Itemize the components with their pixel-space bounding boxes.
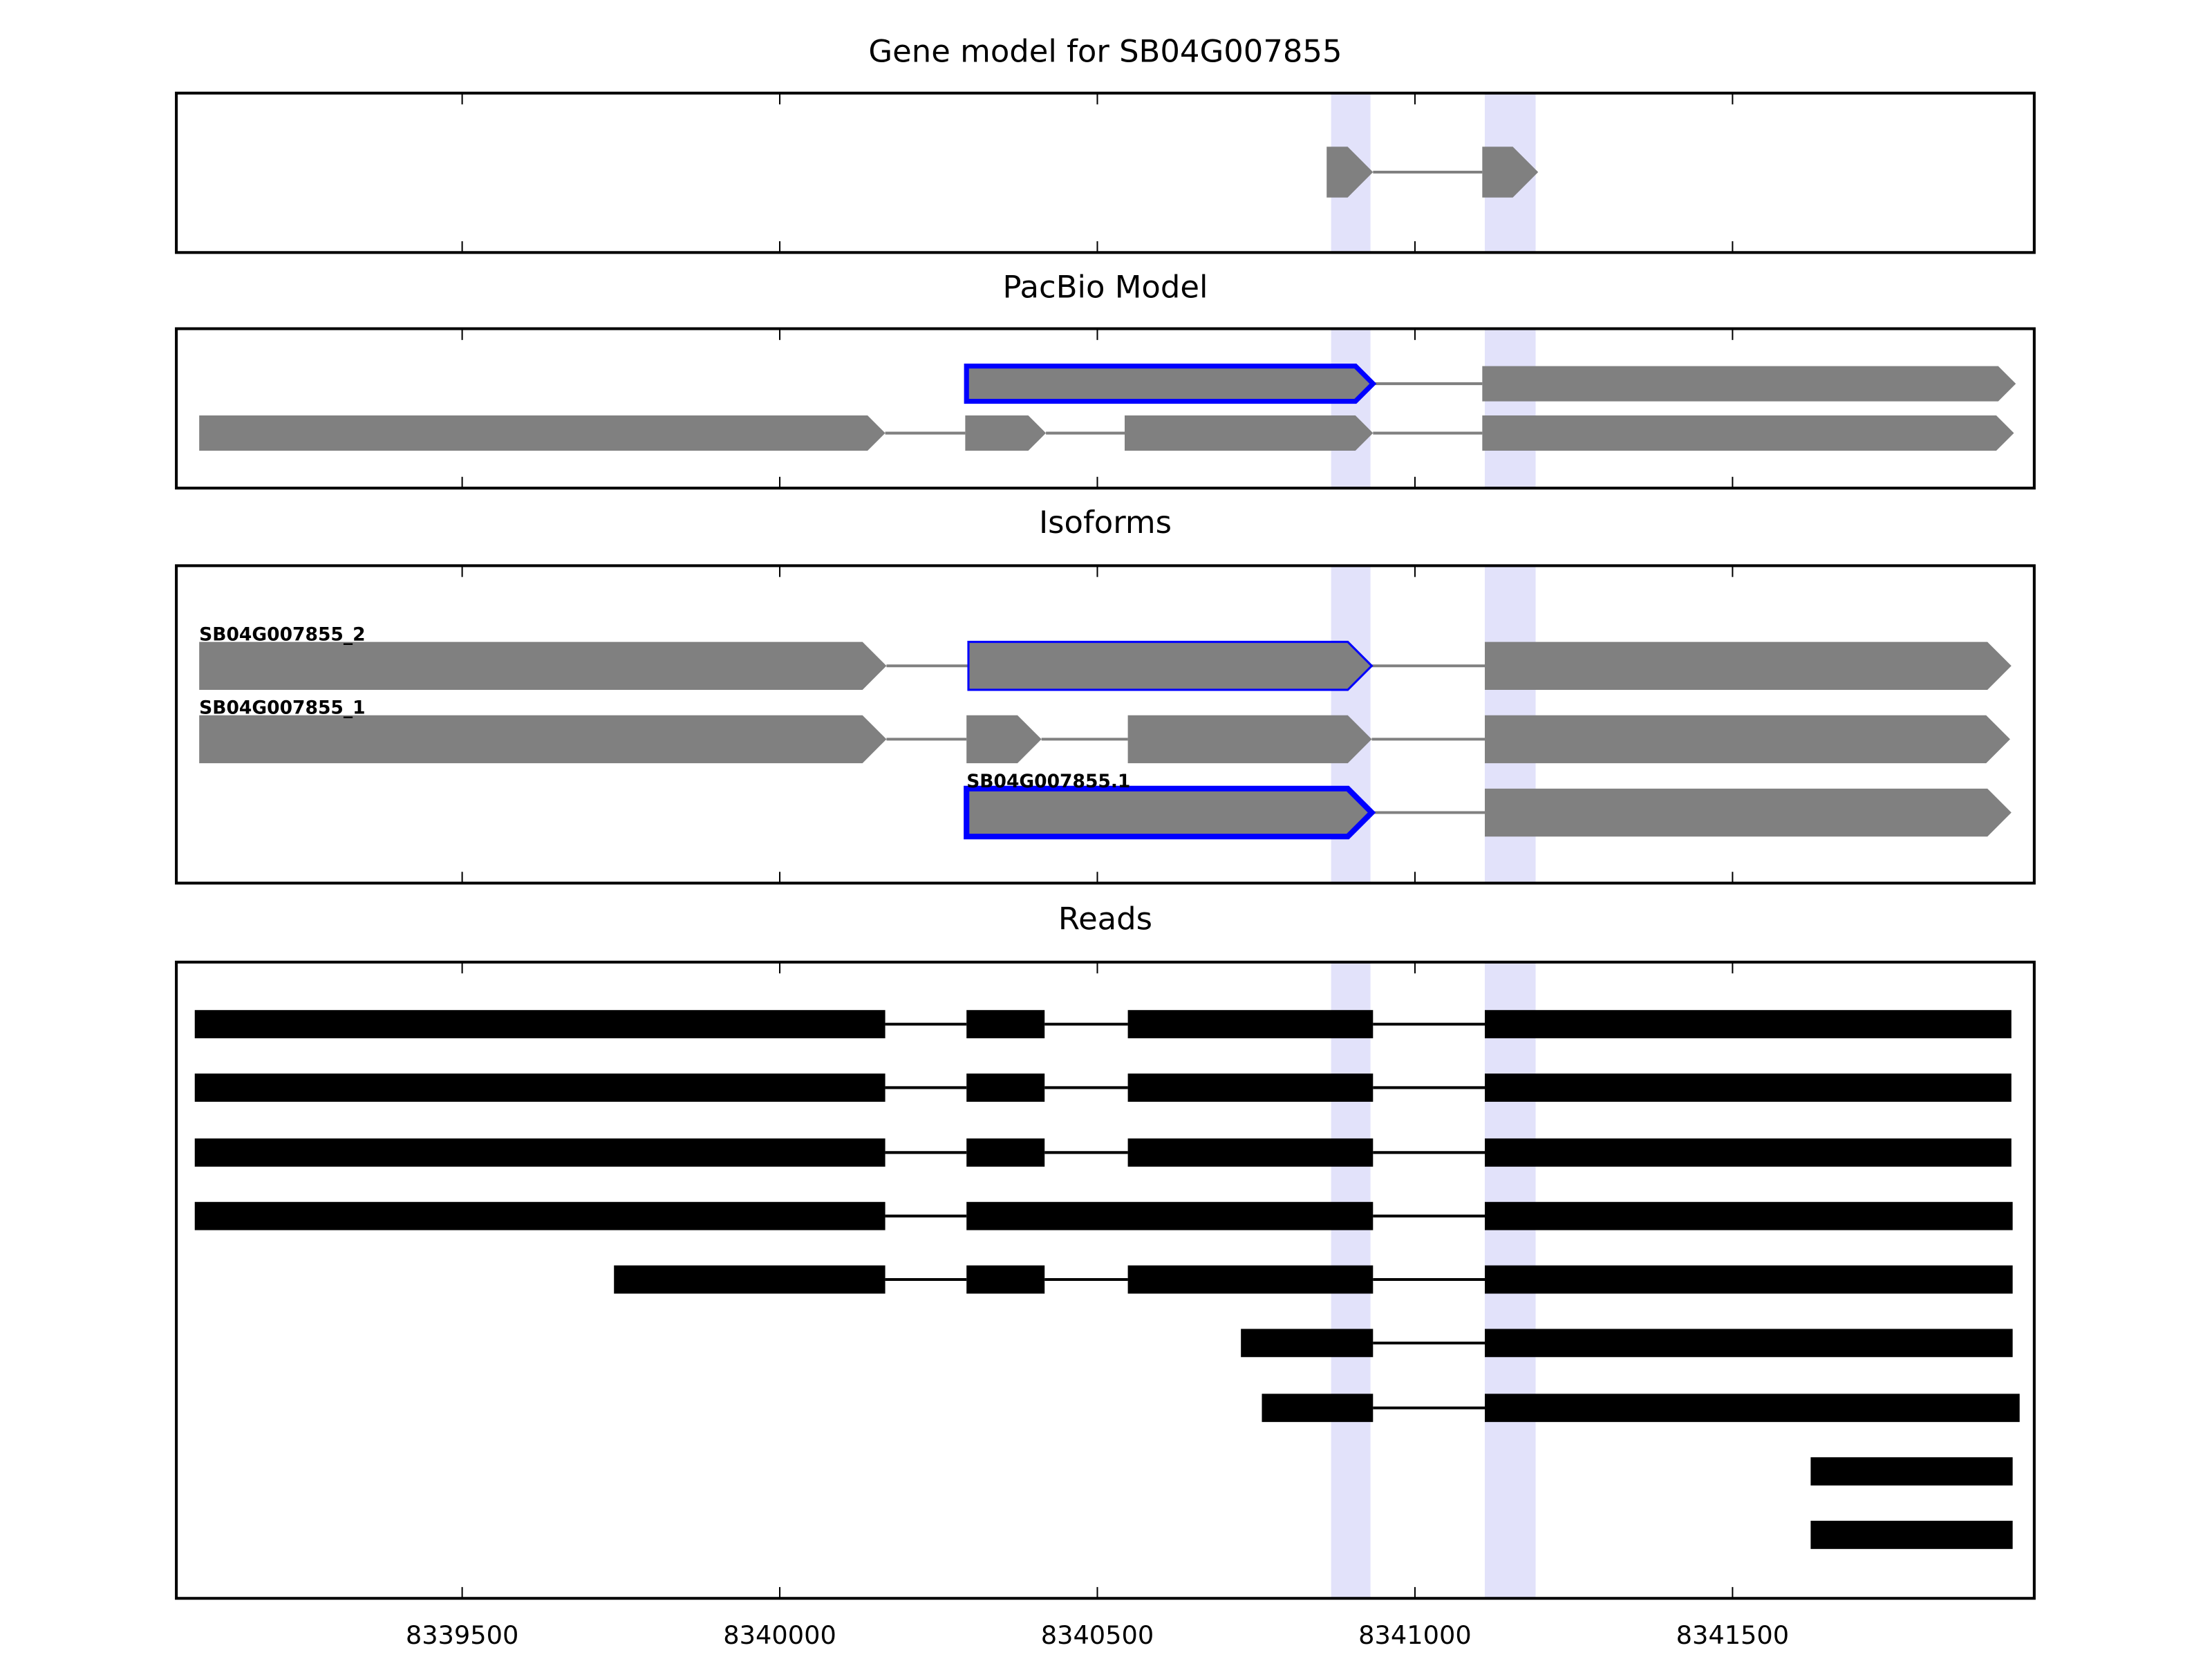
highlight-band <box>1331 328 1371 489</box>
read-block <box>194 1074 885 1102</box>
read-block <box>1485 1010 2012 1039</box>
exon <box>1482 415 2014 451</box>
exon <box>199 715 887 764</box>
isoform-label: SB04G007855_1 <box>199 697 365 719</box>
read-block <box>1485 1074 2012 1102</box>
read-block <box>966 1074 1045 1102</box>
exon <box>1127 715 1372 764</box>
read-block <box>1127 1010 1374 1039</box>
panel-title: Isoforms <box>1039 504 1172 541</box>
panel-frame <box>175 91 2036 254</box>
x-tick-label: 8339500 <box>406 1620 519 1650</box>
read-block <box>1127 1138 1374 1167</box>
panel: SB04G007855_2 SB04G007855_1 SB04G007855.1 <box>199 565 2012 883</box>
read-block <box>194 1201 885 1230</box>
read-block <box>1241 1329 1374 1358</box>
read-block <box>194 1138 885 1167</box>
read-block <box>1485 1265 2013 1294</box>
panel <box>1327 93 1539 253</box>
panel <box>194 962 2020 1599</box>
exon <box>1485 641 2012 690</box>
x-tick-label: 8340000 <box>723 1620 836 1650</box>
read-block <box>1485 1394 2020 1423</box>
exon <box>199 641 887 690</box>
read-block <box>1262 1394 1374 1423</box>
panel-title: Reads <box>1058 901 1152 937</box>
exon <box>967 641 1374 691</box>
read-block <box>1485 1138 2012 1167</box>
exon <box>199 415 885 451</box>
isoform-label: SB04G007855_2 <box>199 624 365 646</box>
read-block <box>1127 1265 1374 1294</box>
x-tick-label: 8341000 <box>1358 1620 1472 1650</box>
exon <box>964 785 1376 840</box>
exon <box>1327 147 1374 198</box>
panel-frame <box>175 564 2036 885</box>
panel-title: Gene model for SB04G007855 <box>868 33 1342 70</box>
exon <box>1485 715 2010 764</box>
read-block <box>1485 1201 2013 1230</box>
read-block <box>1127 1074 1374 1102</box>
exon <box>1125 415 1374 451</box>
isoform-label: SB04G007855.1 <box>966 771 1130 792</box>
read-block <box>1810 1521 2013 1549</box>
read-block <box>966 1265 1045 1294</box>
panel-frame <box>175 327 2036 490</box>
x-tick-label: 8340500 <box>1041 1620 1154 1650</box>
read-block <box>966 1010 1045 1039</box>
read-block <box>966 1138 1045 1167</box>
highlight-band <box>1485 328 1536 489</box>
read-block <box>966 1201 1374 1230</box>
exon <box>1485 788 2012 837</box>
exon <box>1482 366 2016 402</box>
exon <box>965 415 1047 451</box>
exon <box>1482 147 1539 198</box>
panel-title: PacBio Model <box>1003 268 1208 305</box>
panel-frame <box>175 960 2036 1600</box>
read-block <box>614 1265 885 1294</box>
panel <box>199 328 2016 489</box>
read-block <box>1810 1457 2013 1485</box>
x-tick-label: 8341500 <box>1676 1620 1790 1650</box>
exon <box>966 715 1042 764</box>
exon <box>964 364 1377 404</box>
read-block <box>1485 1329 2013 1358</box>
read-block <box>194 1010 885 1039</box>
